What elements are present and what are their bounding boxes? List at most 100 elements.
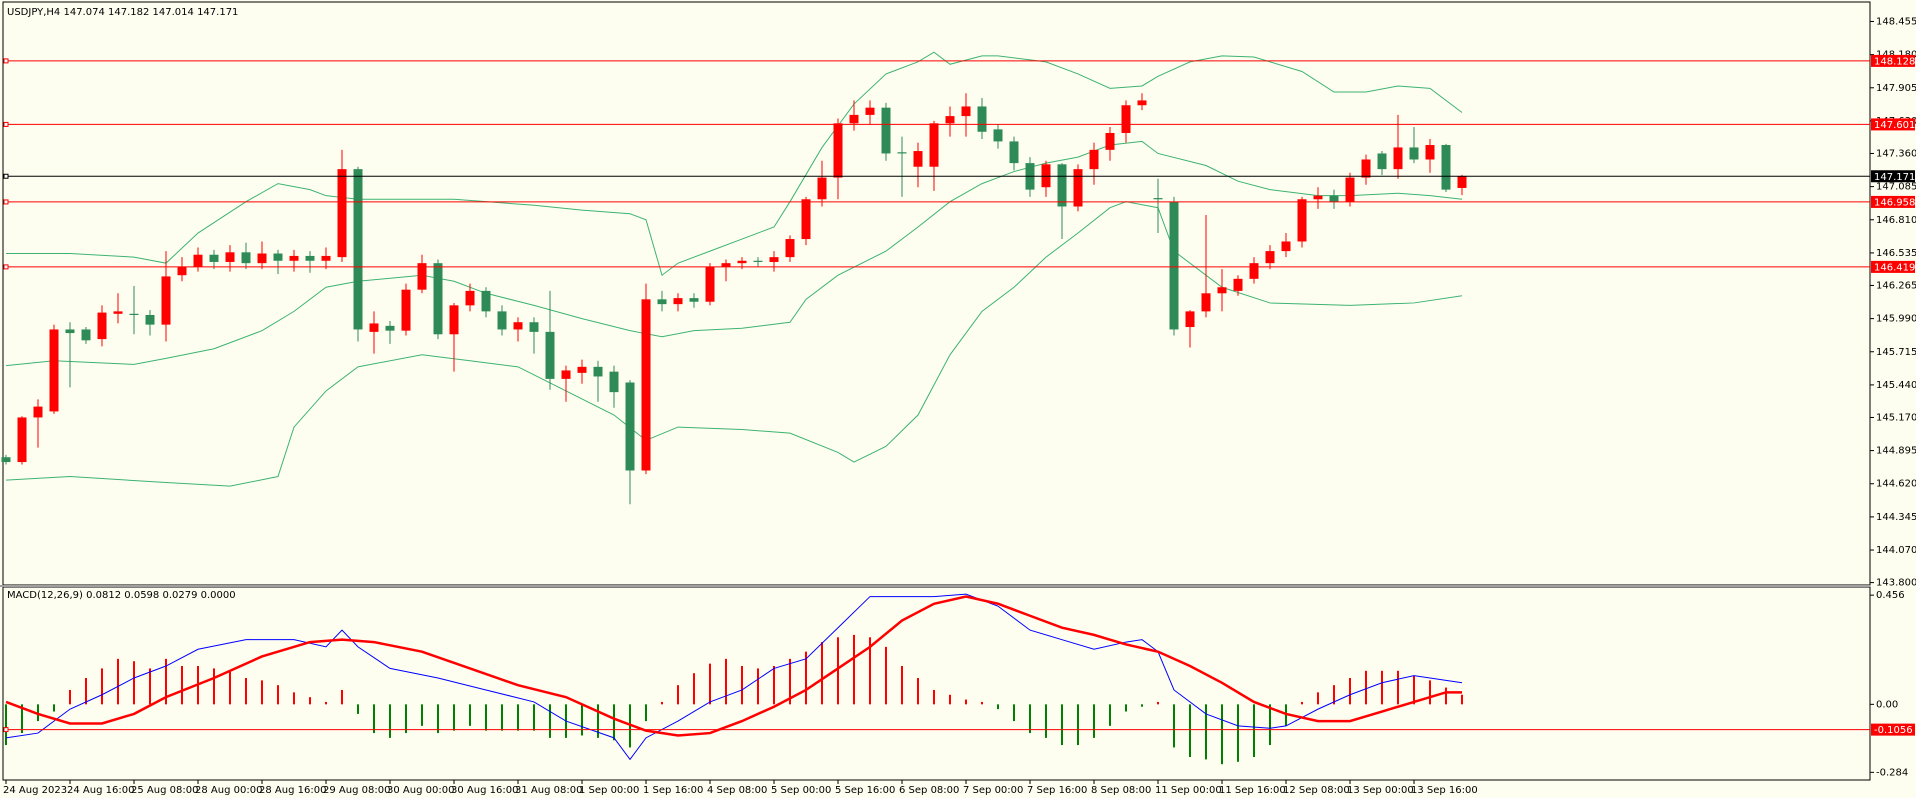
candle-body bbox=[913, 151, 923, 167]
x-tick-label: 1 Sep 00:00 bbox=[579, 785, 639, 796]
candle-body bbox=[897, 152, 907, 154]
x-tick-label: 28 Aug 00:00 bbox=[195, 785, 262, 796]
candle-body bbox=[385, 325, 395, 331]
x-tick-label: 6 Sep 08:00 bbox=[899, 785, 959, 796]
level-label: 146.419 bbox=[1874, 262, 1915, 273]
panel-title: USDJPY,H4 147.074 147.182 147.014 147.17… bbox=[7, 7, 238, 18]
candle-body bbox=[1009, 141, 1019, 164]
y-tick-label: 145.990 bbox=[1876, 314, 1916, 325]
level-anchor bbox=[3, 58, 9, 64]
y-tick-label: 147.905 bbox=[1876, 83, 1916, 94]
candle-body bbox=[401, 289, 411, 331]
candle-body bbox=[529, 322, 539, 332]
candle-body bbox=[1217, 287, 1227, 294]
candle-body bbox=[321, 255, 331, 261]
x-tick-label: 4 Sep 08:00 bbox=[707, 785, 767, 796]
candle-body bbox=[673, 298, 683, 305]
y-tick-label: 148.455 bbox=[1876, 16, 1916, 27]
candle-body bbox=[33, 406, 43, 418]
panel-separator bbox=[0, 585, 1870, 587]
candle-body bbox=[1281, 241, 1291, 252]
x-tick-label: 12 Sep 08:00 bbox=[1283, 785, 1350, 796]
level-label-box bbox=[1871, 260, 1915, 273]
y-tick-label: 143.800 bbox=[1876, 578, 1916, 589]
candle-body bbox=[881, 107, 891, 154]
candle-body bbox=[593, 366, 603, 377]
x-tick-label: 11 Sep 00:00 bbox=[1155, 785, 1222, 796]
y-tick-label: 144.895 bbox=[1876, 446, 1916, 457]
x-tick-label: 24 Aug 2023 bbox=[3, 785, 67, 796]
candle-body bbox=[625, 382, 635, 471]
x-tick-label: 30 Aug 00:00 bbox=[387, 785, 454, 796]
candle-body bbox=[753, 260, 763, 262]
level-anchor bbox=[3, 727, 9, 733]
candle-body bbox=[1233, 278, 1243, 291]
level-label: 147.171 bbox=[1874, 172, 1915, 183]
panel-title: MACD(12,26,9) 0.0812 0.0598 0.0279 0.000… bbox=[7, 590, 236, 601]
candle-body bbox=[561, 370, 571, 379]
y-tick-label: 147.085 bbox=[1876, 182, 1916, 193]
y-tick-label: 146.810 bbox=[1876, 215, 1916, 226]
indicator-line bbox=[5, 595, 1462, 737]
candle-body bbox=[833, 123, 843, 178]
candle-body bbox=[97, 312, 107, 340]
y-tick-label: 145.440 bbox=[1876, 380, 1916, 391]
y-tick-label: 145.715 bbox=[1876, 347, 1916, 358]
x-tick-label: 1 Sep 16:00 bbox=[643, 785, 703, 796]
y-tick-label: 146.265 bbox=[1876, 280, 1916, 291]
x-tick-label: 24 Aug 16:00 bbox=[67, 785, 134, 796]
candle-body bbox=[1313, 195, 1323, 200]
candle-body bbox=[609, 371, 619, 393]
x-tick-label: 31 Aug 08:00 bbox=[515, 785, 582, 796]
candle-body bbox=[1297, 199, 1307, 242]
candle-body bbox=[1377, 153, 1387, 170]
y-tick-label: 145.170 bbox=[1876, 412, 1916, 423]
candle-body bbox=[705, 266, 715, 302]
candle-body bbox=[433, 263, 443, 335]
level-label: 148.128 bbox=[1874, 56, 1915, 67]
candle-body bbox=[1425, 145, 1435, 160]
candle-body bbox=[353, 169, 363, 330]
candle-body bbox=[929, 123, 939, 167]
candle-body bbox=[17, 417, 27, 463]
level-anchor bbox=[3, 173, 9, 179]
candle-body bbox=[1441, 145, 1451, 190]
candle-body bbox=[977, 106, 987, 132]
candle-body bbox=[209, 254, 219, 262]
level-label: 147.601 bbox=[1874, 120, 1915, 131]
y-tick-label: 147.360 bbox=[1876, 148, 1916, 159]
candle-body bbox=[497, 311, 507, 330]
candle-body bbox=[993, 129, 1003, 142]
candle-body bbox=[81, 329, 91, 341]
x-tick-label: 5 Sep 16:00 bbox=[835, 785, 895, 796]
candle-body bbox=[289, 255, 299, 261]
level-label-box bbox=[1871, 118, 1915, 131]
x-tick-label: 13 Sep 16:00 bbox=[1411, 785, 1478, 796]
level-anchor bbox=[3, 199, 9, 205]
candle-body bbox=[1249, 263, 1259, 279]
level-label-box bbox=[1871, 170, 1915, 183]
candle-body bbox=[849, 114, 859, 124]
candle-body bbox=[177, 266, 187, 276]
candle-body bbox=[1057, 164, 1067, 207]
candle-body bbox=[1361, 159, 1371, 178]
candle-body bbox=[417, 263, 427, 290]
x-tick-label: 8 Sep 08:00 bbox=[1091, 785, 1151, 796]
candle-body bbox=[1169, 201, 1179, 330]
level-label: -0.1056 bbox=[1874, 725, 1913, 736]
candle-body bbox=[737, 260, 747, 264]
x-tick-label: 25 Aug 08:00 bbox=[131, 785, 198, 796]
candle-body bbox=[689, 298, 699, 302]
y-tick-label: 144.620 bbox=[1876, 479, 1916, 490]
x-tick-label: 29 Aug 08:00 bbox=[323, 785, 390, 796]
candle-body bbox=[1409, 147, 1419, 160]
candle-body bbox=[337, 169, 347, 258]
candle-body bbox=[465, 290, 475, 306]
candle-body bbox=[1153, 198, 1163, 200]
candle-body bbox=[1393, 147, 1403, 170]
candle-body bbox=[129, 313, 139, 315]
candle-body bbox=[1201, 293, 1211, 312]
level-anchor bbox=[3, 264, 9, 270]
indicator-line bbox=[5, 140, 1463, 367]
